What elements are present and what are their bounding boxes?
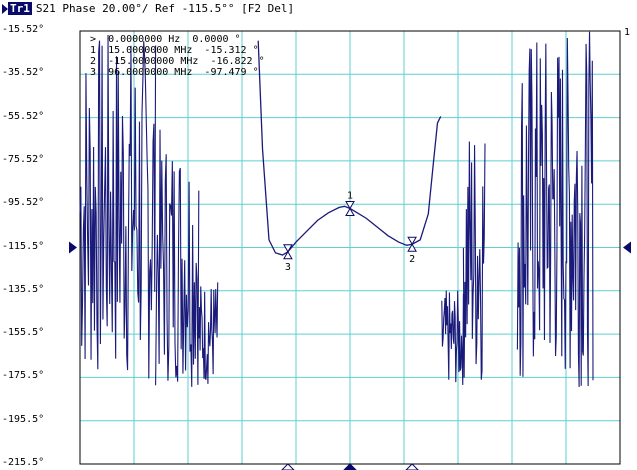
stimulus-marker-icon [405, 463, 419, 470]
trace-noise-right [516, 31, 594, 388]
marker-freq: 96.0000000 MHz [108, 67, 193, 78]
marker-id: > [90, 34, 97, 45]
y-tick-label: -175.5° [2, 370, 45, 382]
marker-value: -16.822 ° [210, 56, 265, 67]
trace-noise-right-low [441, 290, 464, 386]
y-tick-label: -115.5° [2, 240, 45, 252]
marker-id: 2 [90, 56, 97, 67]
trace-marker-icon [283, 244, 293, 253]
trace-marker-icon [407, 243, 417, 252]
stimulus-marker-icon [281, 463, 295, 470]
marker-id: 1 [90, 45, 97, 56]
marker-table-row: 2 -15.0000000 MHz -16.822 ° [90, 56, 265, 67]
y-tick-label: -75.52° [2, 153, 45, 165]
ref-level-right-arrow-icon [623, 241, 631, 254]
marker-table-row: > 0.0000000 Hz 0.0000 ° [90, 34, 265, 45]
trace-noise-left-mid [155, 129, 200, 387]
trace-header[interactable]: Tr1 S21 Phase 20.00°/ Ref -115.5°° [F2 De… [0, 0, 637, 18]
right-edge-label: 1 [624, 27, 630, 38]
trace-main-line [257, 40, 442, 256]
marker-table: > 0.0000000 Hz 0.0000 ° 1 15.0000000 MHz … [90, 34, 265, 78]
trace-marker-label: 2 [409, 254, 415, 265]
trace-label[interactable]: S21 Phase 20.00°/ Ref -115.5°° [F2 Del] [35, 2, 295, 15]
marker-id: 3 [90, 67, 97, 78]
marker-freq: 15.0000000 MHz [108, 45, 193, 56]
y-tick-label: -15.52° [2, 24, 45, 35]
marker-value: -15.312 ° [204, 45, 259, 56]
trace-marker-label: 1 [347, 190, 353, 201]
marker-table-row: 1 15.0000000 MHz -15.312 ° [90, 45, 265, 56]
trace-marker-icon [345, 200, 355, 210]
marker-table-row: 3 96.0000000 MHz -97.479 ° [90, 67, 265, 78]
trace-noise-right-mid [462, 141, 486, 380]
y-tick-label: -195.5° [2, 413, 45, 425]
trace-marker-icon [283, 250, 293, 260]
marker-value: 0.0000 ° [192, 34, 241, 45]
trace-noise-left [79, 35, 157, 379]
y-tick-label: -135.5° [2, 283, 45, 295]
y-tick-label: -35.52° [2, 67, 45, 79]
y-tick-label: -155.5° [2, 327, 45, 339]
marker-freq: -15.0000000 MHz [108, 56, 199, 67]
marker-value: -97.479 ° [204, 67, 259, 78]
marker-freq: 0.0000000 Hz [108, 34, 181, 45]
ref-level-left-arrow-icon [69, 241, 77, 254]
trace-noise-left-low [198, 282, 219, 384]
y-tick-label: -55.52° [2, 110, 45, 122]
y-tick-label: -95.52° [2, 197, 45, 209]
trace-badge[interactable]: Tr1 [8, 2, 32, 15]
trace-marker-icon [407, 236, 417, 246]
trace-marker-icon [345, 207, 355, 216]
stimulus-marker-icon [343, 463, 357, 470]
y-tick-label: -215.5° [2, 457, 45, 468]
active-trace-arrow-icon [2, 4, 8, 14]
trace-marker-label: 3 [285, 262, 291, 273]
